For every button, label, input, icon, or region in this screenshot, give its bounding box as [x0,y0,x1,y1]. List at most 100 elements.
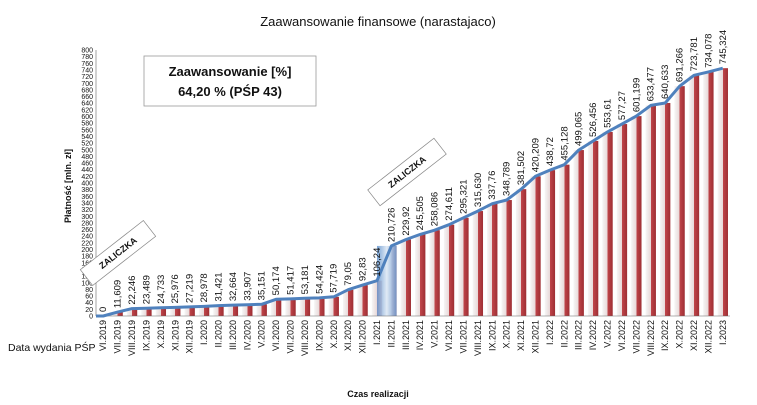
bar [429,230,440,316]
value-label: 258,086 [430,192,441,226]
value-label: 229,92 [401,206,412,235]
value-label: 11,609 [113,280,124,308]
bar [544,170,556,316]
x-tick-label: III.2021 [401,320,411,350]
value-label: 499,065 [574,112,585,146]
cumulative-line-path [96,66,724,318]
y-tick-label: 420 [81,174,93,181]
value-label: 25,976 [170,274,181,303]
value-label: 348,789 [502,162,513,196]
value-label: 57,719 [329,264,340,293]
y-tick-label: 100 [81,280,93,287]
x-tick-label: II.2020 [213,320,223,348]
value-label: 23,489 [141,275,152,304]
value-label: 337,76 [487,171,498,200]
value-label: 723,781 [689,37,700,71]
bars [95,50,730,317]
y-tick-label: 280 [81,220,93,227]
bar [688,75,700,316]
value-label: 32,664 [228,272,239,301]
x-axis-label: Czas realizacji [347,389,409,399]
bar [515,189,527,316]
x-tick-label: IV.2020 [242,320,252,350]
y-axis-label: Płatność [mln. zł] [63,149,73,223]
x-tick-label: V.2020 [257,320,267,348]
advance-highlight [376,245,397,316]
value-label: 640,633 [660,65,671,99]
bar [659,102,671,316]
x-tick-label: XII.2020 [358,320,368,354]
value-label: 24,733 [156,275,167,304]
info-box-line1: Zaawansowanie [%] [169,64,292,79]
value-label: 27,219 [185,274,196,303]
x-tick-label: XII.2019 [185,320,195,354]
y-tick-label: 460 [81,161,93,168]
x-tick-label: V.2022 [603,320,613,348]
x-tick-label: VII.2019 [113,320,123,354]
x-tick-label: I.2022 [545,320,555,345]
bar [141,308,152,316]
bar [314,297,325,316]
bar [170,307,181,316]
bar [213,305,224,316]
bar [472,211,484,316]
x-tick-label: XI.2022 [689,320,699,351]
y-tick-label: 220 [81,240,93,247]
x-tick-label: I.2023 [718,320,728,345]
value-label: 0 [98,307,109,312]
y-tick-label: 320 [81,207,93,214]
bar [328,296,339,316]
y-tick-label: 700 [81,81,93,88]
bar [717,68,728,316]
x-tick-label: I.2020 [199,320,209,345]
value-label: 553,61 [603,99,614,128]
y-tick-label: 780 [81,54,93,61]
x-axis: VI.2019 VII.2019 VIII.2019 IX.2019 X.2019 XI.… [98,320,728,356]
x-tick-label: I.2021 [372,320,382,345]
info-box-line2: 64,20 % (PŚP 43) [178,84,282,99]
y-tick-label: 680 [81,87,93,94]
y-tick-label: 720 [81,74,93,81]
y-tick-label: 60 [85,294,93,301]
x-tick-label: V.2021 [430,320,440,348]
y-tick-label: 480 [81,154,93,161]
x-tick-label: VIII.2022 [646,320,656,356]
bar [270,299,282,316]
x-tick-label: VIII.2021 [473,320,483,356]
y-tick-label: 800 [81,48,93,55]
y-tick-label: 500 [81,147,93,154]
value-label: 31,421 [213,272,224,301]
bar [602,131,613,316]
y-tick-label: 440 [81,167,93,174]
bar [400,239,411,316]
value-label: 315,630 [473,173,484,207]
value-label: 691,266 [675,48,686,82]
x-tick-label: VII.2020 [286,320,296,354]
y-tick-label: 0 [89,314,93,321]
y-tick-label: 300 [81,214,93,221]
value-label: 295,321 [458,179,469,213]
bar [242,304,253,316]
bar [227,305,239,316]
value-label: 245,505 [415,196,426,230]
x-tick-label: X.2022 [675,320,685,349]
value-label: 381,502 [516,151,527,185]
y-tick-label: 360 [81,194,93,201]
bar [458,217,469,316]
x-tick-label: X.2020 [329,320,339,349]
bar [126,308,138,316]
y-tick-label: 400 [81,181,93,188]
y-tick-label: 40 [85,300,93,307]
x-tick-label: VIII.2019 [127,320,137,356]
y-tick-label: 640 [81,101,93,108]
value-label: 577,27 [617,91,628,120]
y-tick-label: 340 [81,200,93,207]
bar [155,307,167,316]
x-tick-label: VII.2022 [631,320,641,354]
bar [573,150,584,316]
value-label: 106,24 [372,248,383,277]
x-tick-label: X.2021 [502,320,512,349]
y-tick-label: 760 [81,61,93,68]
x-tick-label: XI.2019 [170,320,180,351]
